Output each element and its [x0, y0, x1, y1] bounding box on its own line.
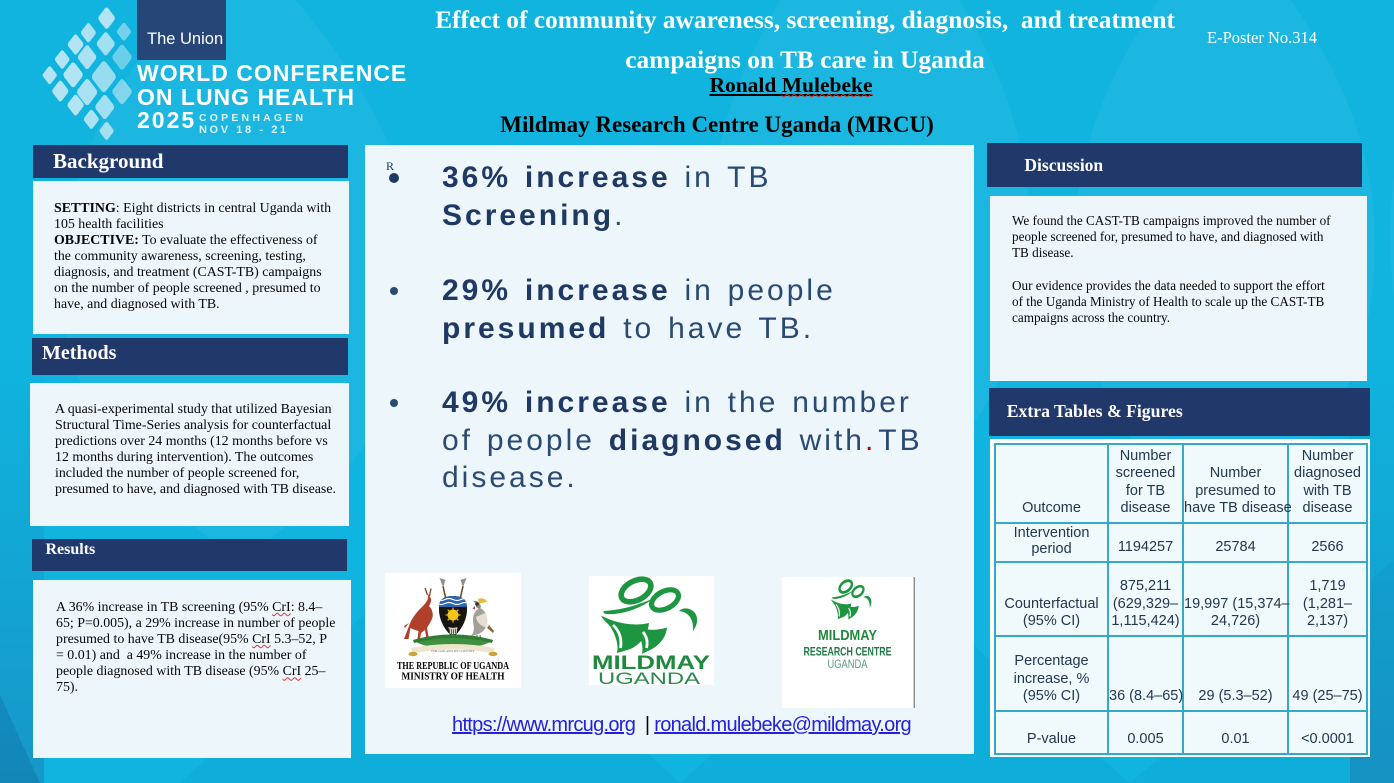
svg-text:UGANDA: UGANDA	[598, 670, 700, 685]
svg-text:RESEARCH CENTRE: RESEARCH CENTRE	[804, 645, 892, 659]
svg-text:THE REPUBLIC OF UGANDA: THE REPUBLIC OF UGANDA	[397, 661, 509, 672]
svg-text:MILDMAY: MILDMAY	[818, 628, 877, 644]
svg-text:UGANDA: UGANDA	[828, 659, 868, 671]
svg-text:MILDMAY: MILDMAY	[592, 653, 710, 674]
svg-text:MINISTRY OF HEALTH: MINISTRY OF HEALTH	[402, 672, 505, 683]
svg-text:FOR GOD AND MY COUNTRY: FOR GOD AND MY COUNTRY	[431, 649, 475, 653]
